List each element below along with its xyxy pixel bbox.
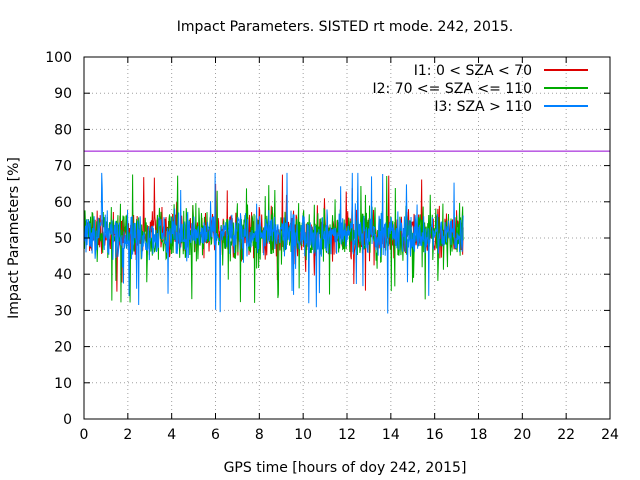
y-tick-label: 0	[63, 412, 72, 428]
series-line-3	[83, 172, 464, 314]
axis-ticks: 0 2 4 6 8 10 12 14 16 18 20 22 240102030405060708090…	[45, 50, 619, 443]
y-tick-label: 70	[54, 159, 72, 175]
x-tick-label: 24	[601, 427, 619, 443]
y-tick-label: 40	[54, 267, 72, 283]
legend-label: I1: 0 < SZA < 70	[414, 63, 532, 79]
x-tick-label: 8	[255, 427, 264, 443]
legend-label: I3: SZA > 110	[434, 99, 532, 115]
x-tick-label: 12	[338, 427, 356, 443]
x-tick-label: 2	[123, 427, 132, 443]
legend-label: I2: 70 <= SZA <= 110	[372, 81, 532, 97]
x-tick-label: 20	[513, 427, 531, 443]
legend: I1: 0 < SZA < 70 I2: 70 <= SZA <= 110 I3: …	[372, 63, 588, 115]
y-axis-label: Impact Parameters [%]	[6, 157, 22, 319]
x-tick-label: 4	[167, 427, 176, 443]
x-tick-label: 18	[470, 427, 488, 443]
x-tick-label: 16	[426, 427, 444, 443]
y-tick-label: 90	[54, 86, 72, 102]
y-tick-label: 80	[54, 122, 72, 138]
data-series	[83, 172, 464, 314]
y-tick-label: 10	[54, 376, 72, 392]
x-tick-label: 14	[382, 427, 400, 443]
x-tick-label: 6	[211, 427, 220, 443]
chart-title: Impact Parameters. SISTED rt mode. 242, …	[177, 19, 513, 35]
x-tick-label: 0	[80, 427, 89, 443]
x-axis-label: GPS time [hours of doy 242, 2015]	[224, 460, 467, 476]
y-tick-label: 100	[45, 50, 72, 66]
y-tick-label: 50	[54, 231, 72, 247]
x-tick-label: 22	[557, 427, 575, 443]
y-tick-label: 20	[54, 340, 72, 356]
y-tick-label: 60	[54, 195, 72, 211]
y-tick-label: 30	[54, 303, 72, 319]
x-tick-label: 10	[294, 427, 312, 443]
